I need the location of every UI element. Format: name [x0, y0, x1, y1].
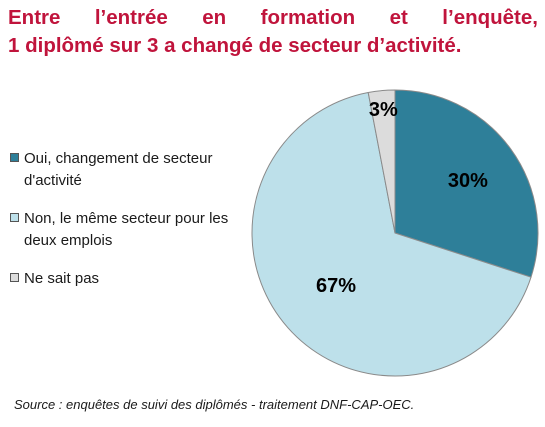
chart-legend: Oui, changement de secteur d'activité No…: [10, 148, 260, 306]
chart-title: Entre l’entrée en formation et l’enquête…: [8, 4, 538, 60]
data-label-ne-sait-pas: 3%: [369, 99, 398, 121]
legend-label-ne-sait-pas: Ne sait pas: [24, 270, 100, 287]
legend-swatch-non: [10, 213, 19, 222]
legend-label-non: Non, le même secteur pour les deux emplo…: [24, 210, 229, 249]
legend-item-oui: Oui, changement de secteur d'activité: [10, 148, 260, 192]
legend-item-non: Non, le même secteur pour les deux emplo…: [10, 208, 260, 252]
legend-swatch-oui: [10, 153, 19, 162]
legend-label-oui: Oui, changement de secteur d'activité: [24, 150, 213, 189]
legend-swatch-ne-sait-pas: [10, 273, 19, 282]
pie-slice-ne-sait-pas: [367, 89, 396, 234]
pie-slice-non: [251, 91, 532, 377]
chart-title-line-2: 1 diplômé sur 3 a changé de secteur d’ac…: [8, 34, 462, 57]
legend-item-ne-sait-pas: Ne sait pas: [10, 268, 260, 290]
data-label-non: 67%: [316, 275, 356, 297]
chart-title-line-1: Entre l’entrée en formation et l’enquête…: [8, 6, 538, 29]
pie-slice-oui: [394, 89, 539, 278]
data-label-oui: 30%: [448, 170, 488, 192]
source-note: Source : enquêtes de suivi des diplômés …: [14, 397, 415, 412]
